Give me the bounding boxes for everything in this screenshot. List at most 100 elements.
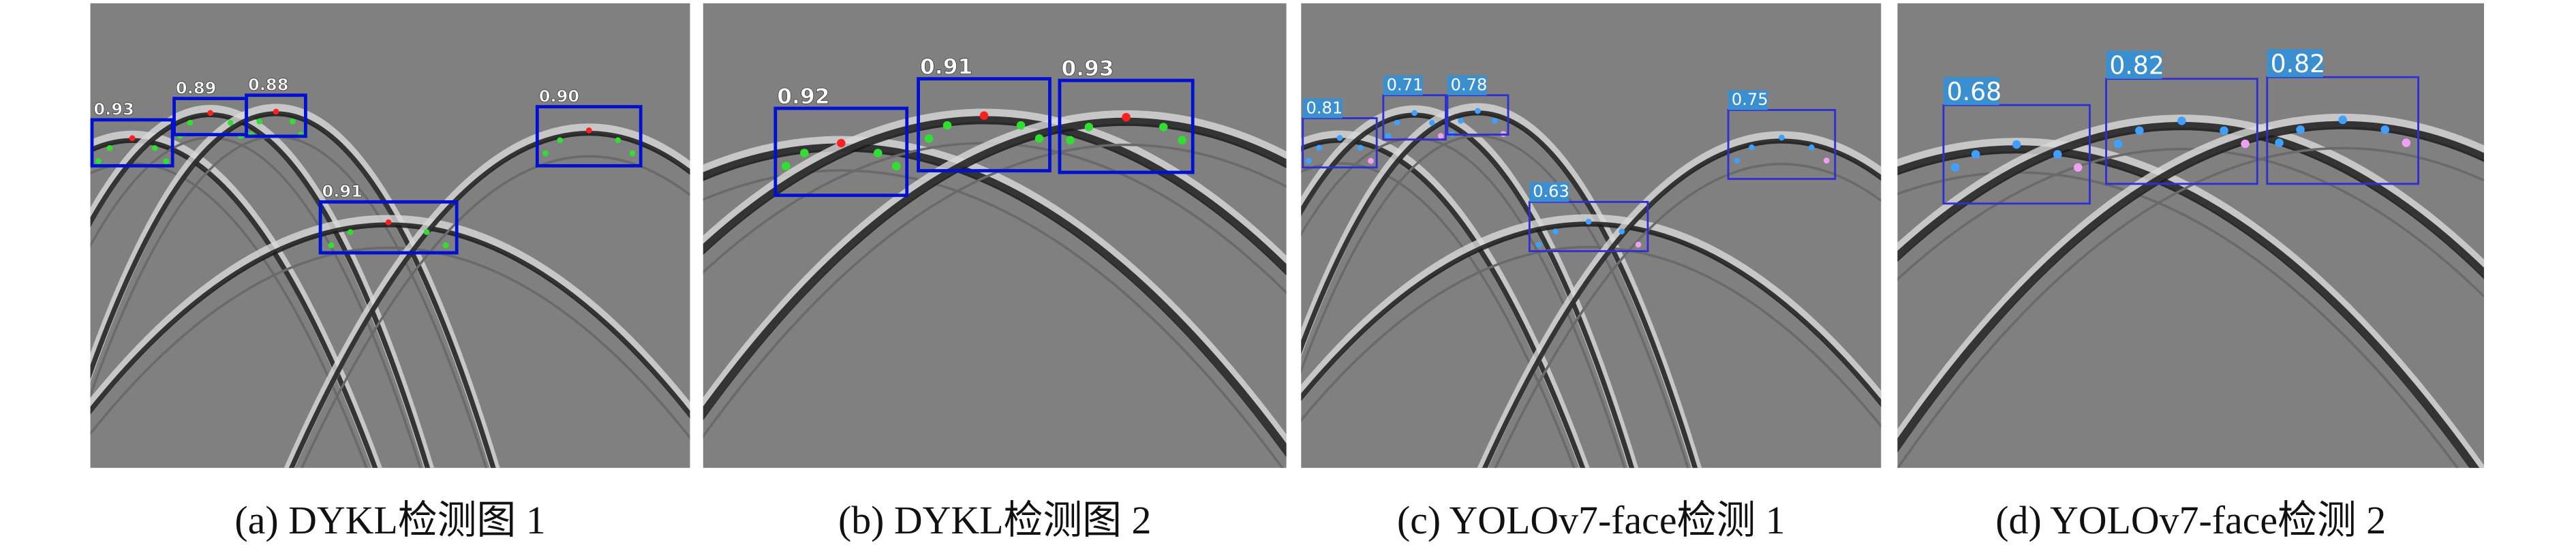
hyperbola-echo	[703, 169, 1284, 468]
detection-box	[1528, 200, 1649, 253]
detection-box	[1058, 78, 1195, 174]
reflections	[1301, 103, 1882, 468]
keypoint	[615, 137, 622, 144]
keypoint	[1635, 241, 1642, 248]
hyperbola	[1897, 121, 2484, 453]
panel: 0.68 0.82 0.82 (d) YOLOv7-face检测 2	[1897, 3, 2484, 542]
gpr-image	[703, 3, 1287, 468]
detection-box	[773, 106, 909, 198]
hyperbola-echo	[1301, 246, 1882, 429]
keypoint	[2275, 138, 2284, 147]
keypoint	[585, 127, 592, 134]
score-label: 0.89	[176, 78, 216, 97]
keypoint	[2135, 126, 2144, 136]
keypoint	[2402, 138, 2411, 147]
keypoint	[1585, 218, 1592, 225]
keypoint	[1034, 134, 1044, 143]
keypoint	[800, 149, 809, 157]
keypoint	[1336, 135, 1343, 141]
score-label: 0.88	[248, 76, 288, 95]
hyperbola-echo	[301, 155, 690, 468]
label-bg	[2106, 50, 2162, 79]
keypoint	[1437, 133, 1444, 139]
keypoint	[2053, 150, 2062, 159]
keypoint	[347, 229, 354, 236]
keypoint	[1458, 118, 1464, 124]
keypoint	[151, 145, 158, 151]
score-label: 0.81	[1306, 98, 1343, 117]
gpr-image	[1897, 3, 2484, 468]
keypoint	[1535, 241, 1542, 248]
keypoint	[837, 138, 846, 148]
keypoint	[1368, 157, 1374, 164]
score-label: 0.82	[2109, 50, 2164, 80]
keypoint	[1808, 144, 1815, 151]
caption: (a) DYKL检测图 1	[234, 498, 545, 542]
score-label: 0.91	[920, 54, 972, 79]
hyperbola	[1482, 138, 1882, 468]
gpr-image	[1301, 3, 1882, 468]
keypoint	[1306, 157, 1312, 164]
keypoint	[1492, 118, 1498, 124]
keypoint	[256, 118, 263, 125]
keypoint	[1779, 134, 1785, 141]
hyperbola	[1897, 122, 2484, 279]
keypoint	[423, 229, 430, 236]
score-label: 0.75	[1732, 90, 1768, 109]
hyperbola-echo	[90, 247, 690, 440]
label-bg	[1943, 77, 1999, 106]
label-bg	[2267, 49, 2323, 78]
keypoint	[1734, 157, 1740, 164]
keypoint	[1385, 133, 1392, 139]
keypoint	[328, 242, 335, 249]
keypoint	[782, 161, 791, 171]
keypoint	[207, 110, 213, 116]
keypoint	[187, 119, 194, 126]
hyperbola	[1897, 145, 2480, 468]
keypoint	[892, 161, 901, 171]
keypoint	[1122, 112, 1131, 122]
keypoint	[1084, 123, 1094, 131]
keypoint	[942, 121, 952, 130]
keypoint	[979, 111, 989, 120]
keypoint	[2012, 140, 2021, 149]
panel: 0.93 0.89 0.88 0.91 0.90 (a) DYKL检测图 1	[90, 3, 690, 542]
keypoint	[2220, 126, 2228, 136]
label-bg	[1728, 90, 1768, 110]
caption: (b) DYKL检测图 2	[838, 498, 1151, 542]
keypoint	[2114, 139, 2123, 149]
keypoint	[1316, 144, 1322, 151]
hyperbola	[288, 131, 690, 468]
keypoint	[1016, 121, 1026, 130]
score-label: 0.92	[777, 84, 829, 109]
keypoint	[1411, 110, 1417, 116]
hyperbola-echo	[1897, 148, 2484, 298]
hyperbola-echo	[1301, 161, 1576, 468]
score-label: 0.90	[539, 87, 579, 106]
panel: 0.81 0.71 0.78 0.63 0.75 (c) YOLOv7-face检测 1	[1301, 3, 1882, 542]
label-bg	[1447, 75, 1487, 95]
label-bg	[1529, 182, 1569, 202]
keypoint	[273, 108, 279, 115]
caption: (d) YOLOv7-face检测 2	[1995, 498, 2386, 542]
keypoint	[1950, 163, 1960, 172]
keypoint	[2380, 125, 2390, 134]
detection-box	[2266, 76, 2420, 185]
hyperbola-echo	[1494, 163, 1882, 468]
keypoint	[1475, 108, 1481, 114]
keypoint	[289, 118, 296, 125]
score-label: 0.93	[93, 100, 134, 119]
keypoint	[1159, 123, 1168, 131]
detection-box	[2105, 78, 2258, 185]
keypoint	[924, 134, 934, 143]
detection-box	[535, 105, 643, 168]
keypoint	[629, 150, 636, 157]
detection-box	[1727, 109, 1837, 181]
score-label: 0.91	[322, 182, 363, 201]
score-label: 0.71	[1387, 76, 1424, 95]
hyperbola-echo	[1301, 135, 1689, 468]
panel: 0.92 0.91 0.93 (b) DYKL检测图 2	[703, 3, 1287, 542]
keypoint	[1619, 228, 1625, 235]
